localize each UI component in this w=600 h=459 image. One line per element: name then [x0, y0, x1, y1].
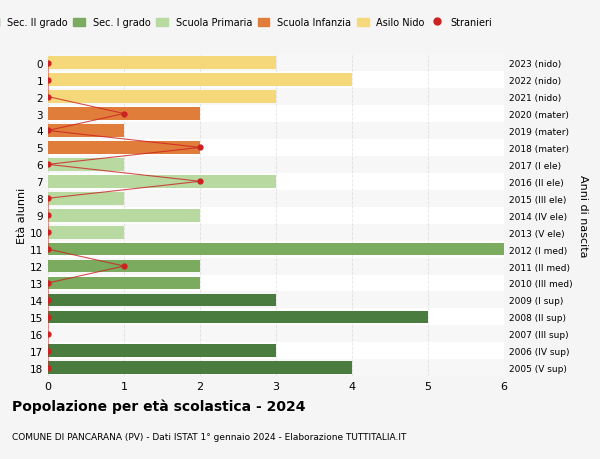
Bar: [48, 345, 276, 358]
Bar: [48, 294, 276, 307]
Bar: [48, 258, 504, 275]
Bar: [48, 226, 124, 239]
Y-axis label: Anni di nascita: Anni di nascita: [578, 174, 588, 257]
Bar: [48, 91, 276, 104]
Bar: [48, 159, 124, 171]
Bar: [48, 292, 504, 309]
Bar: [48, 142, 200, 154]
Bar: [48, 241, 504, 258]
Bar: [48, 207, 504, 224]
Bar: [48, 325, 504, 342]
Bar: [48, 108, 200, 121]
Bar: [48, 175, 276, 188]
Bar: [48, 57, 276, 70]
Bar: [48, 72, 504, 89]
Bar: [48, 209, 200, 222]
Bar: [48, 74, 352, 87]
Bar: [48, 362, 352, 374]
Y-axis label: Età alunni: Età alunni: [17, 188, 27, 244]
Bar: [48, 140, 504, 157]
Bar: [48, 192, 124, 205]
Bar: [48, 123, 504, 140]
Bar: [48, 243, 504, 256]
Bar: [48, 275, 504, 292]
Bar: [48, 224, 504, 241]
Bar: [48, 174, 504, 190]
Bar: [48, 342, 504, 359]
Text: COMUNE DI PANCARANA (PV) - Dati ISTAT 1° gennaio 2024 - Elaborazione TUTTITALIA.: COMUNE DI PANCARANA (PV) - Dati ISTAT 1°…: [12, 431, 406, 441]
Legend: Sec. II grado, Sec. I grado, Scuola Primaria, Scuola Infanzia, Asilo Nido, Stran: Sec. II grado, Sec. I grado, Scuola Prim…: [0, 18, 492, 28]
Bar: [48, 309, 504, 325]
Bar: [48, 359, 504, 376]
Bar: [48, 260, 200, 273]
Bar: [48, 277, 200, 290]
Bar: [48, 157, 504, 174]
Bar: [48, 311, 428, 324]
Bar: [48, 106, 504, 123]
Text: Popolazione per età scolastica - 2024: Popolazione per età scolastica - 2024: [12, 398, 305, 413]
Bar: [48, 55, 504, 72]
Bar: [48, 125, 124, 138]
Bar: [48, 89, 504, 106]
Bar: [48, 190, 504, 207]
